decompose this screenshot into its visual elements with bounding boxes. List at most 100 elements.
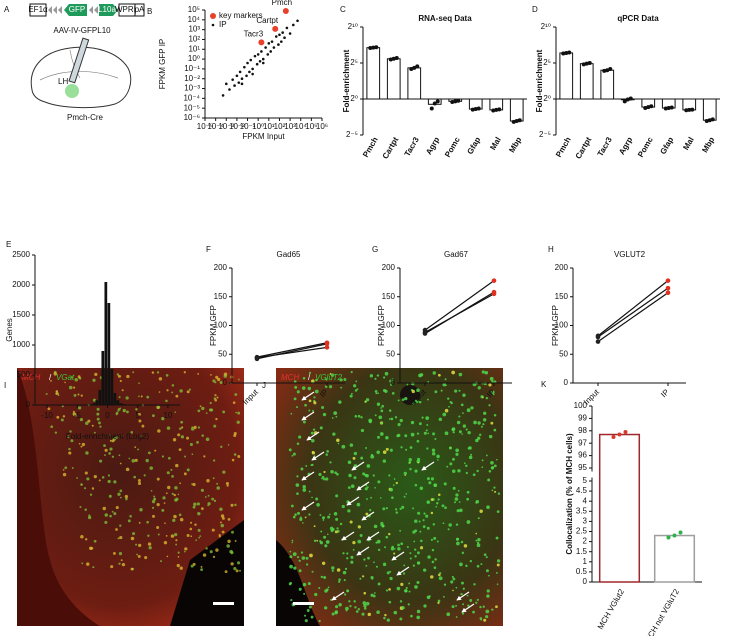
cell-signal: [482, 605, 485, 608]
cell-signal: [289, 564, 293, 569]
cell-signal: [480, 425, 483, 428]
data-point: [672, 533, 677, 538]
y-tick-label: 1000: [12, 340, 30, 349]
cell-signal: [447, 397, 450, 400]
data-point: [595, 339, 601, 344]
cell-signal: [409, 552, 412, 555]
cell-signal: [412, 507, 415, 510]
cell-signal: [233, 567, 237, 571]
cell-signal: [394, 548, 396, 550]
cell-signal: [400, 542, 404, 546]
cell-signal: [311, 409, 314, 412]
cell-signal: [414, 399, 419, 404]
cell-signal: [466, 594, 469, 597]
cell-signal: [477, 421, 481, 425]
cell-signal: [153, 497, 156, 500]
cell-signal: [490, 466, 494, 470]
cell-signal: [183, 550, 186, 553]
cell-signal: [345, 606, 349, 611]
cell-signal: [370, 496, 373, 499]
cell-signal: [495, 605, 498, 609]
cell-signal: [208, 408, 213, 412]
cell-signal: [160, 560, 163, 563]
cell-signal: [174, 498, 178, 502]
y-axis-label: Fold-enrichment: [535, 49, 544, 112]
y-tick-label: 0: [26, 400, 31, 409]
cell-signal: [372, 594, 376, 598]
y-axis-label: FPKM GFP: [377, 305, 386, 346]
cell-signal: [140, 395, 143, 398]
cell-signal: [378, 415, 383, 420]
cell-signal: [483, 411, 487, 415]
cell-signal: [81, 442, 86, 447]
cell-signal: [220, 523, 225, 528]
x-tick-label: Mbp: [700, 135, 716, 154]
cell-signal: [485, 556, 488, 559]
cell-signal: [302, 376, 306, 380]
cell-signal: [316, 539, 319, 542]
cell-signal: [422, 519, 425, 522]
cell-signal: [216, 377, 221, 382]
cell-signal: [234, 503, 237, 507]
x-tick-label: 10⁴: [295, 122, 308, 131]
cell-signal: [465, 464, 468, 468]
ip-point: [261, 57, 265, 61]
cell-signal: [496, 563, 500, 567]
y-tick-label: 2⁰: [543, 94, 551, 103]
cell-signal: [379, 432, 384, 436]
y-tick-label: 0: [391, 378, 396, 387]
cell-signal: [175, 394, 179, 398]
cell-signal: [304, 614, 307, 617]
ip-point: [238, 70, 242, 74]
y-tick-label: 1.5: [576, 547, 588, 556]
cell-signal: [375, 392, 378, 395]
cell-signal: [447, 528, 450, 531]
cell-signal: [76, 477, 78, 479]
cell-signal: [145, 458, 149, 463]
cell-signal: [472, 610, 475, 614]
cell-signal: [130, 567, 134, 571]
cell-signal: [235, 569, 239, 573]
data-point: [388, 57, 393, 62]
cell-signal: [422, 568, 427, 572]
cell-signal: [179, 566, 183, 570]
cell-signal: [136, 553, 139, 556]
cell-signal: [233, 453, 237, 456]
cell-signal: [425, 416, 430, 420]
cell-signal: [117, 492, 121, 496]
cell-signal: [330, 373, 335, 377]
cell-signal: [156, 502, 160, 507]
cell-signal: [487, 478, 491, 482]
bar: [653, 534, 696, 583]
cell-signal: [195, 539, 198, 541]
data-point: [429, 106, 434, 111]
panel-letter: C: [340, 5, 346, 14]
cell-signal: [310, 431, 314, 435]
stain-label: VGat: [56, 373, 75, 382]
cell-signal: [226, 544, 230, 548]
lox: [89, 6, 98, 14]
cell-signal: [385, 447, 389, 451]
cell-signal: [68, 447, 71, 451]
x-tick-label: 10⁵: [305, 122, 317, 131]
cell-signal: [324, 544, 328, 548]
cell-signal: [191, 483, 193, 485]
cell-signal: [460, 403, 464, 407]
cell-signal: [173, 514, 177, 519]
cell-signal: [432, 432, 436, 436]
cell-signal: [200, 488, 204, 492]
cell-signal: [382, 450, 387, 454]
cell-signal: [417, 511, 421, 515]
cell-signal: [427, 432, 430, 435]
cell-signal: [194, 523, 197, 527]
cell-signal: [321, 561, 326, 565]
histogram-bar: [116, 400, 120, 405]
cell-signal: [369, 508, 372, 512]
cell-signal: [390, 417, 394, 421]
cell-signal: [129, 514, 132, 518]
cell-signal: [192, 482, 196, 487]
cell-signal: [440, 389, 443, 392]
cell-signal: [69, 430, 72, 433]
histogram-bar: [98, 390, 102, 405]
cell-signal: [173, 493, 176, 497]
